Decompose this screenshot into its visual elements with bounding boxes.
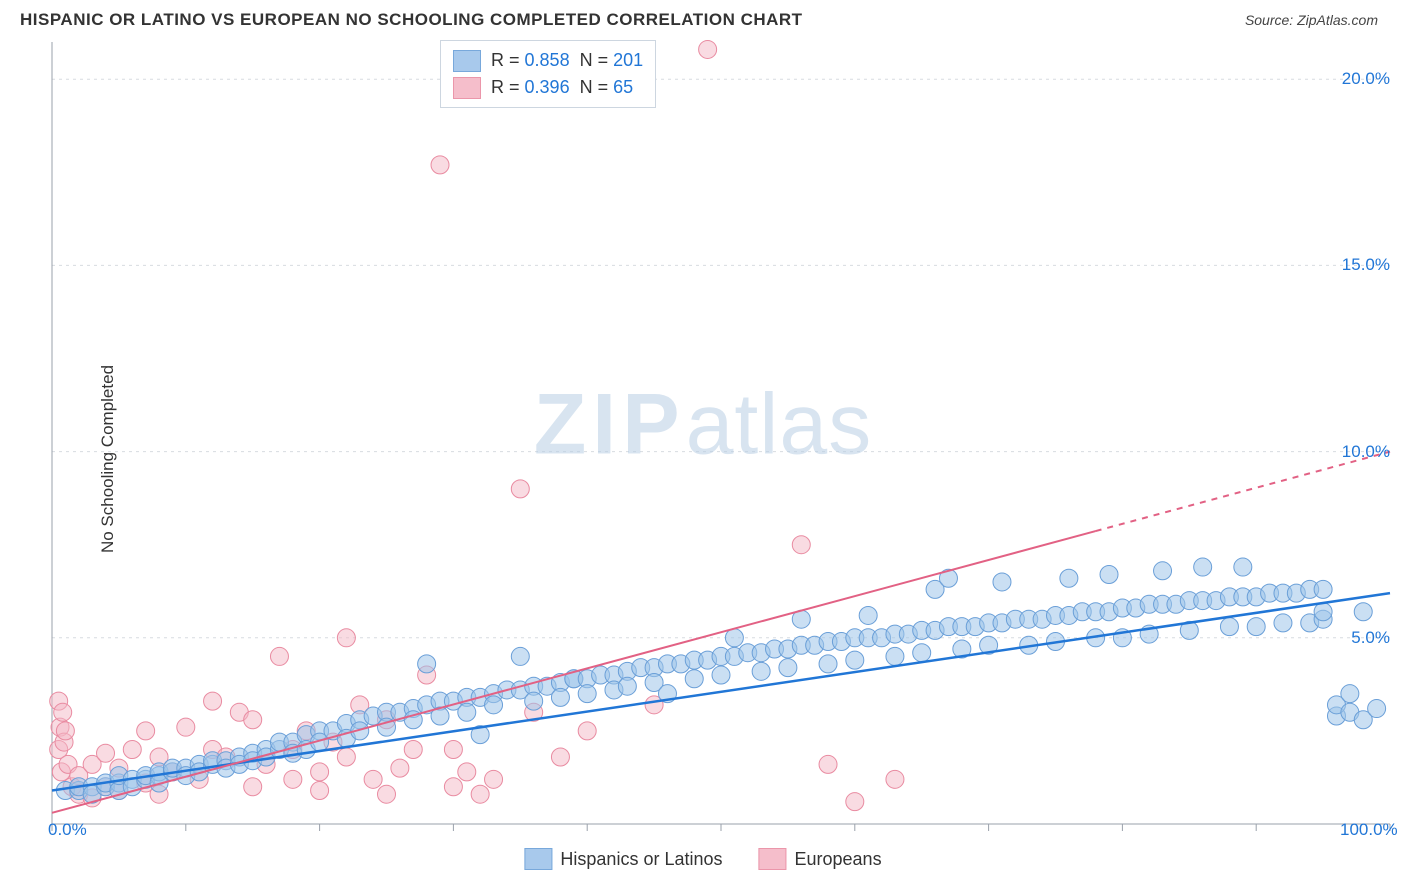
chart-title: HISPANIC OR LATINO VS EUROPEAN NO SCHOOL… xyxy=(20,10,803,30)
correlation-legend: R = 0.858 N = 201 R = 0.396 N = 65 xyxy=(440,40,656,108)
legend-item-eur: Europeans xyxy=(759,848,882,870)
y-tick-label: 20.0% xyxy=(1342,69,1390,89)
y-tick-label: 15.0% xyxy=(1342,255,1390,275)
source-label: Source: ZipAtlas.com xyxy=(1245,12,1378,28)
legend-row-eur: R = 0.396 N = 65 xyxy=(453,74,643,101)
x-tick-label: 100.0% xyxy=(1340,820,1398,840)
y-axis-label: No Schooling Completed xyxy=(98,365,118,553)
swatch-eur xyxy=(453,77,481,99)
y-tick-label: 5.0% xyxy=(1351,628,1390,648)
swatch-hisp-icon xyxy=(524,848,552,870)
legend-item-hisp: Hispanics or Latinos xyxy=(524,848,722,870)
x-tick-label: 0.0% xyxy=(48,820,87,840)
chart-area: No Schooling Completed ZIPatlas R = 0.85… xyxy=(0,34,1406,884)
swatch-eur-icon xyxy=(759,848,787,870)
legend-row-hisp: R = 0.858 N = 201 xyxy=(453,47,643,74)
scatter-plot xyxy=(0,34,1406,884)
series-legend: Hispanics or Latinos Europeans xyxy=(524,848,881,870)
swatch-hisp xyxy=(453,50,481,72)
y-tick-label: 10.0% xyxy=(1342,442,1390,462)
